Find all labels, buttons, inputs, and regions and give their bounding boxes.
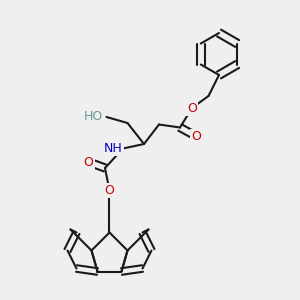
Text: O: O <box>105 184 114 197</box>
Text: NH: NH <box>104 142 123 155</box>
Text: O: O <box>192 130 201 143</box>
Text: O: O <box>187 101 197 115</box>
Text: HO: HO <box>84 110 104 124</box>
Text: O: O <box>84 155 93 169</box>
